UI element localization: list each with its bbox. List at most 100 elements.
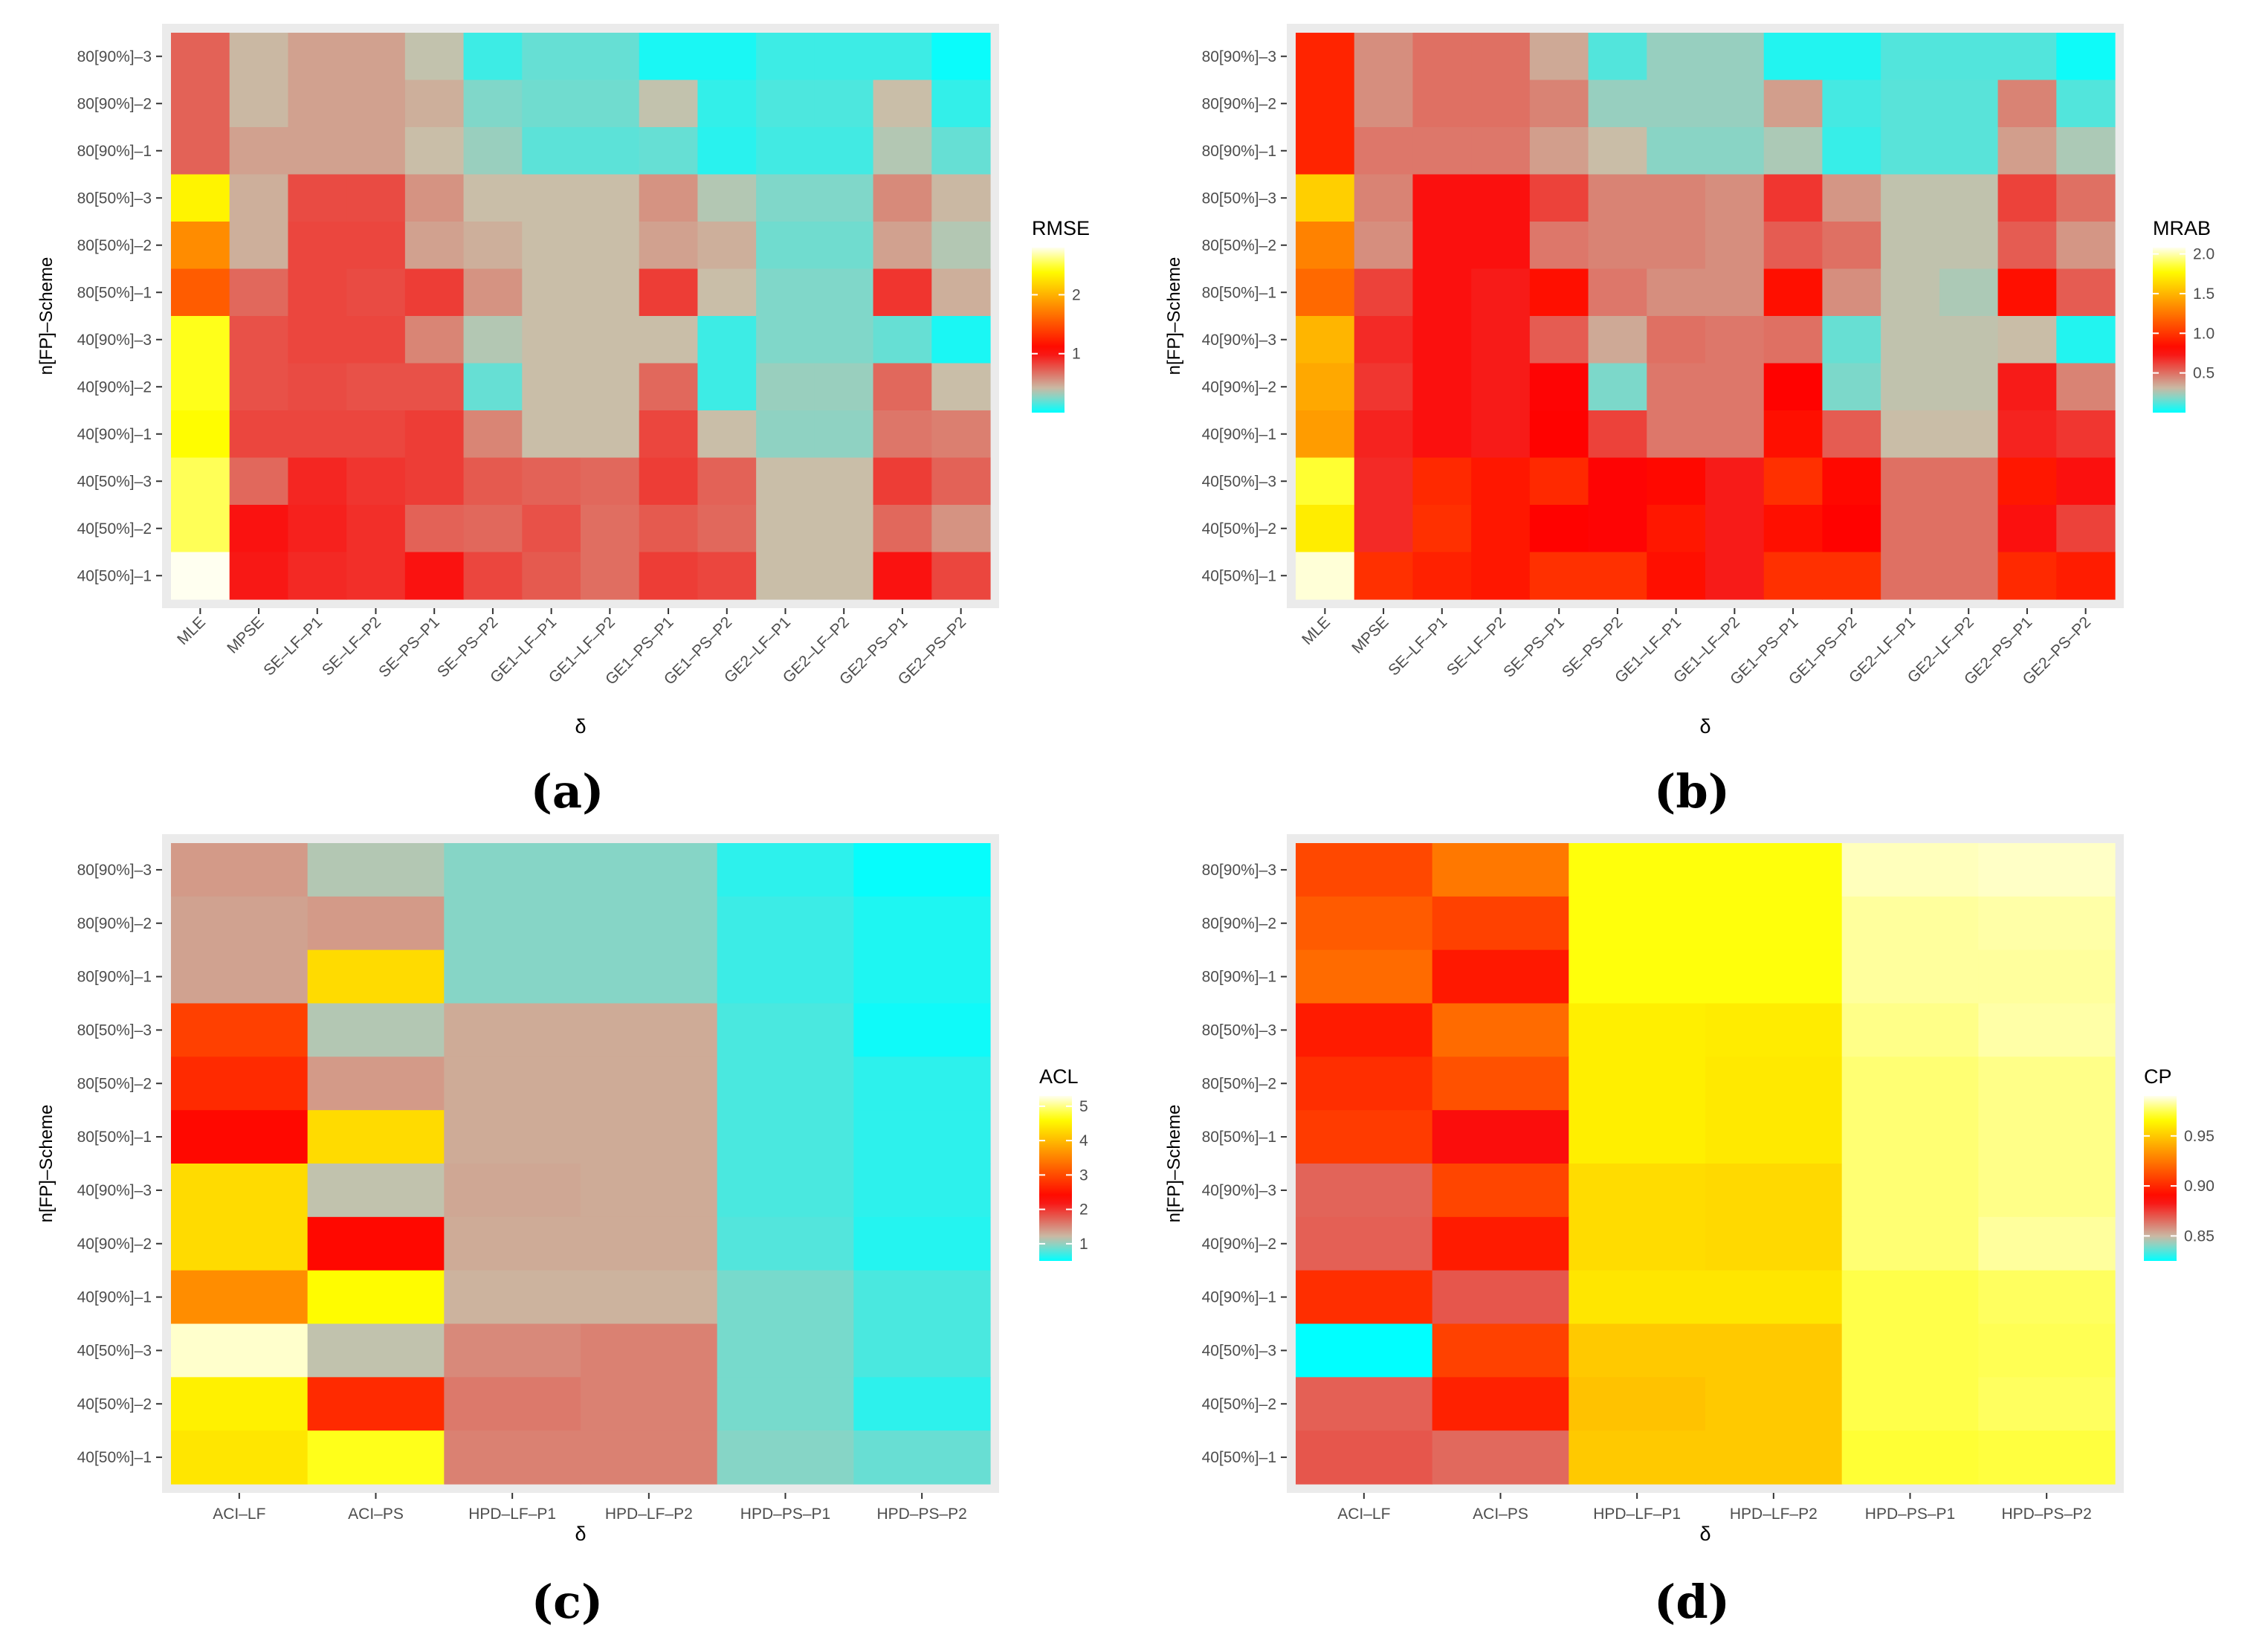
- heatmap-cell: [1412, 222, 1472, 270]
- heatmap-cell: [1471, 222, 1531, 270]
- heatmap-cell: [2056, 457, 2116, 506]
- heatmap-cell: [288, 127, 347, 175]
- y-tick-label: 80[50%]–2: [1202, 1075, 1276, 1092]
- y-tick-label: 80[50%]–1: [1202, 284, 1276, 301]
- y-tick-label: 40[90%]–1: [77, 426, 152, 443]
- heatmap-cell: [873, 33, 932, 81]
- heatmap-cell: [307, 1003, 445, 1057]
- heatmap-cell: [1881, 222, 1940, 270]
- legend-tick-label: 0.90: [2184, 1178, 2214, 1195]
- heatmap-cell: [307, 1216, 445, 1271]
- heatmap-cell: [697, 363, 757, 411]
- heatmap-cell: [1354, 505, 1414, 553]
- y-tick-label: 40[50%]–1: [77, 567, 152, 584]
- heatmap-cell: [581, 457, 640, 506]
- y-axis-title: n[FP]–Scheme: [1164, 257, 1184, 375]
- heatmap-cell: [1296, 1270, 1433, 1325]
- legend-tick-label: 0.5: [2193, 365, 2214, 382]
- heatmap-cell: [307, 1323, 445, 1378]
- y-tick-label: 40[50%]–2: [1202, 520, 1276, 538]
- heatmap-cell: [639, 410, 699, 459]
- heatmap-cell: [171, 843, 308, 897]
- heatmap-cell: [581, 1110, 718, 1164]
- heatmap-cell: [2056, 174, 2116, 222]
- heatmap-cell: [404, 552, 465, 600]
- heatmap-cell: [171, 174, 230, 222]
- heatmap-cell: [1939, 505, 1999, 553]
- heatmap-cell: [404, 33, 465, 81]
- heatmap-cell: [1881, 33, 1940, 81]
- x-tick-label: ACI–LF: [213, 1506, 265, 1523]
- heatmap-cell: [171, 505, 230, 553]
- heatmap-cell: [1569, 949, 1706, 1004]
- heatmap-cell: [1705, 127, 1765, 175]
- heatmap-cell: [1432, 1110, 1569, 1164]
- heatmap-cell: [1841, 1377, 1979, 1431]
- heatmap-cell: [1822, 222, 1881, 270]
- heatmap-cell: [1296, 268, 1355, 317]
- heatmap-cell: [1296, 222, 1355, 270]
- heatmap-cell: [1939, 268, 1999, 317]
- heatmap-cell: [444, 1377, 581, 1431]
- heatmap-cell: [1881, 457, 1940, 506]
- heatmap-cell: [814, 505, 874, 553]
- x-tick-label: ACI–PS: [348, 1506, 404, 1523]
- heatmap-cell: [307, 843, 445, 897]
- heatmap-cell: [1705, 949, 1843, 1004]
- x-tick-label: SE–LF–P1: [260, 613, 326, 679]
- heatmap-cell: [522, 363, 581, 411]
- heatmap-cell: [1412, 127, 1472, 175]
- heatmap-cell: [1978, 1056, 2116, 1111]
- heatmap-cell: [581, 1323, 718, 1378]
- heatmap-cell: [1705, 1216, 1843, 1271]
- heatmap-cell: [756, 33, 815, 81]
- y-tick-label: 80[50%]–2: [77, 237, 152, 254]
- heatmap-cell: [1569, 843, 1706, 897]
- heatmap-cell: [171, 1216, 308, 1271]
- heatmap-cell: [1569, 1056, 1706, 1111]
- heatmap-cell: [873, 127, 932, 175]
- heatmap-cell: [1705, 1003, 1843, 1057]
- heatmap-cell: [853, 1056, 991, 1111]
- x-tick-label: MLE: [174, 613, 209, 648]
- heatmap-cell: [1471, 127, 1531, 175]
- heatmap-cell: [1822, 363, 1881, 411]
- heatmap-panel-b: 80[90%]–3 80[90%]–2 80[90%]–1 80[50%]–3 80[5…: [1164, 24, 2214, 819]
- heatmap-cell: [522, 174, 581, 222]
- heatmap-cell: [1881, 127, 1940, 175]
- heatmap-cell: [1763, 363, 1823, 411]
- x-tick-label: HPD–LF–P2: [605, 1506, 693, 1523]
- heatmap-cell: [1471, 80, 1531, 128]
- heatmap-cell: [404, 457, 465, 506]
- heatmap-cell: [717, 1003, 854, 1057]
- heatmap-cell: [522, 127, 581, 175]
- heatmap-cell: [814, 457, 874, 506]
- legend-tick-label: 5: [1079, 1098, 1088, 1115]
- panel-caption: (b): [1654, 764, 1730, 819]
- y-tick-label: 40[50%]–3: [77, 473, 152, 490]
- heatmap-cell: [522, 316, 581, 364]
- heatmap-cell: [1705, 457, 1765, 506]
- heatmap-cell: [463, 457, 523, 506]
- heatmap-cell: [1939, 410, 1999, 459]
- heatmap-cell: [171, 896, 308, 951]
- heatmap-cell: [1529, 363, 1589, 411]
- heatmap-cell: [1569, 896, 1706, 951]
- heatmap-cell: [756, 552, 815, 600]
- heatmap-cell: [171, 552, 230, 600]
- heatmap-cell: [1763, 33, 1823, 81]
- heatmap-cell: [639, 316, 699, 364]
- y-tick-label: 80[90%]–2: [77, 95, 152, 112]
- heatmap-cell: [229, 505, 289, 553]
- heatmap-cell: [229, 222, 289, 270]
- heatmap-cell: [522, 505, 581, 553]
- heatmap-cell: [1881, 268, 1940, 317]
- y-tick-label: 80[50%]–2: [77, 1075, 152, 1092]
- heatmap-cell: [1841, 1216, 1979, 1271]
- heatmap-cell: [171, 1164, 308, 1218]
- y-tick-label: 80[50%]–3: [1202, 190, 1276, 207]
- heatmap-cell: [171, 1323, 308, 1378]
- y-axis-title: n[FP]–Scheme: [1164, 1105, 1184, 1223]
- heatmap-cell: [1529, 127, 1589, 175]
- heatmap-cell: [1705, 316, 1765, 364]
